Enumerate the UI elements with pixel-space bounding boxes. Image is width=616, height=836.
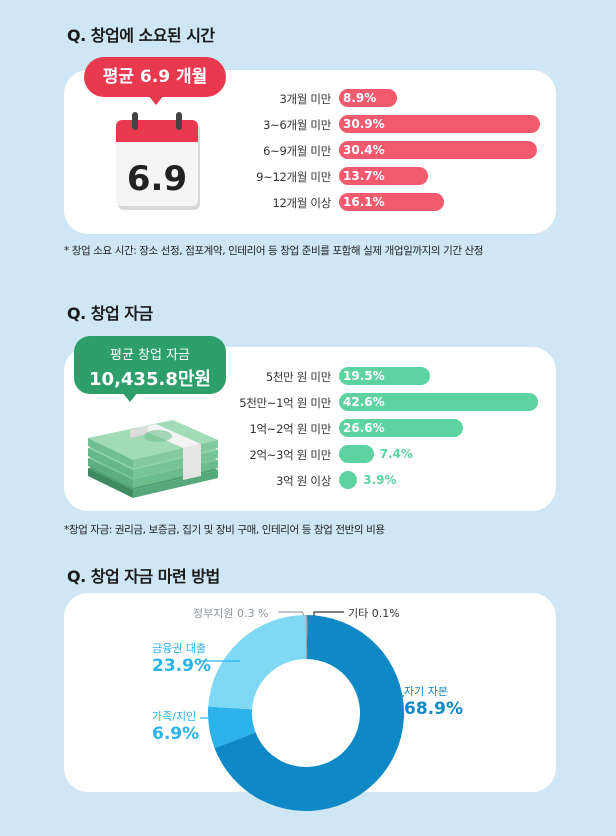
donut-minor-label: 기타 0.1% [348, 605, 400, 621]
bars2-value-label: 7.4% [379, 447, 413, 461]
bars1-value-label: 8.9% [343, 91, 377, 105]
donut-label: 금융권 대출 23.9% [152, 640, 211, 676]
bars2-category-label: 3억 원 이상 [276, 474, 331, 488]
bars1-value-label: 30.4% [343, 143, 385, 157]
donut-slice-value: 68.9% [404, 699, 463, 719]
donut-slice-value: 6.9% [152, 724, 200, 744]
avg-fund-value: 10,435.8만원 [89, 369, 211, 390]
bars2-category-label: 5천만~1억 원 미만 [239, 396, 331, 410]
bars2-value-label: 19.5% [343, 369, 385, 383]
donut-minor-label: 정부지원 0.3 % [193, 605, 268, 621]
source-donut-chart [208, 615, 404, 811]
section2-question: Q. 창업 자금 [67, 304, 153, 323]
avg-time-badge: 평균 6.9 개월 [84, 57, 226, 97]
donut-label: 가족/지인 6.9% [152, 708, 199, 744]
donut-slice-name: 가족/지인 [152, 710, 197, 723]
bars1-bar [339, 193, 444, 211]
bars2-value-label: 42.6% [343, 395, 385, 409]
donut-slice [214, 615, 404, 811]
bars2-bar [339, 419, 464, 437]
bars2-value-label: 3.9% [363, 473, 397, 487]
bars1-category-label: 3~6개월 미만 [263, 118, 331, 132]
bars2-category-label: 2억~3억 원 미만 [249, 448, 332, 462]
section2-note: *창업 자금: 권리금, 보증금, 집기 및 장비 구매, 인테리어 등 창업 … [64, 524, 385, 536]
bars1-category-label: 12개월 이상 [272, 196, 331, 210]
donut-slice-value: 23.9% [152, 656, 211, 676]
money-stack-icon [78, 398, 228, 508]
donut-slice [208, 706, 256, 749]
section1-question: Q. 창업에 소요된 시간 [67, 26, 215, 45]
donut-slice [208, 615, 306, 710]
section1-note: * 창업 소요 시간: 장소 선정, 점포계약, 인테리어 등 창업 준비를 포… [64, 245, 484, 257]
calendar-number: 6.9 [127, 159, 187, 199]
bars2-bar [339, 367, 431, 385]
calendar-icon: 6.9 [112, 108, 206, 214]
bars1-bar [339, 167, 429, 185]
section3-question: Q. 창업 자금 마련 방법 [67, 567, 220, 586]
bars2-bar [339, 445, 374, 463]
bars1-category-label: 3개월 미만 [279, 92, 332, 106]
donut-slice [305, 615, 308, 660]
bars2-bar [339, 393, 539, 411]
donut-slice-value: 0.1% [368, 607, 400, 620]
fund-badge-pointer [122, 392, 138, 402]
bars1-bar [339, 115, 540, 133]
bars1-bar [339, 89, 397, 107]
bars2-value-label: 26.6% [343, 421, 385, 435]
donut-slice-name: 기타 [348, 607, 369, 620]
bars2-category-label: 5천만 원 미만 [265, 370, 331, 384]
donut-slice-name: 금융권 대출 [152, 642, 207, 655]
bars2-category-label: 1억~2억 원 미만 [249, 422, 332, 436]
bars1-category-label: 6~9개월 미만 [263, 144, 331, 158]
badge-pointer [148, 95, 164, 105]
bars1-value-label: 30.9% [343, 117, 385, 131]
avg-fund-label: 평균 창업 자금 [109, 348, 191, 363]
donut-slice-name: 정부지원 [193, 607, 234, 620]
donut-slice-name: 자기 자본 [404, 685, 448, 698]
bars1-category-label: 9~12개월 미만 [256, 170, 331, 184]
avg-fund-badge: 평균 창업 자금 10,435.8만원 [74, 336, 226, 394]
bars1-value-label: 13.7% [343, 169, 385, 183]
bars1-value-label: 16.1% [343, 195, 385, 209]
donut-slice-value: 0.3 % [233, 607, 269, 620]
bars2-bar [339, 471, 358, 489]
donut-label: 자기 자본 68.9% [404, 683, 463, 719]
bars1-bar [339, 141, 537, 159]
